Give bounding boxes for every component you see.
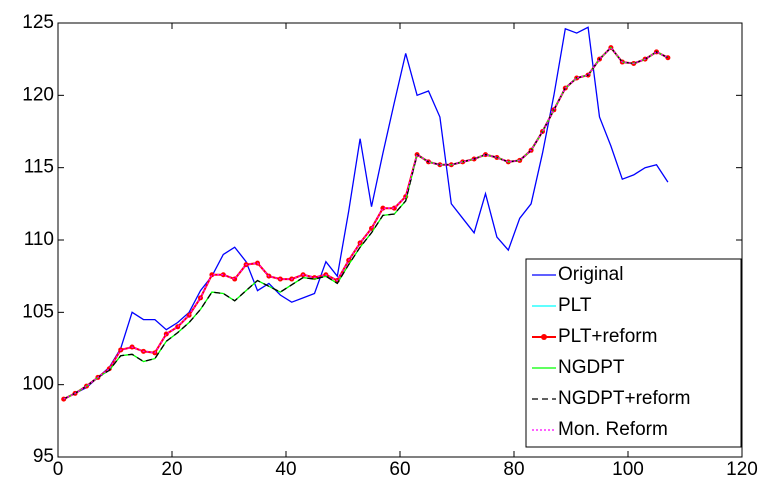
legend-label: NGDPT+reform	[558, 388, 691, 409]
legend: Original PLT PLT+reform NGDPT NGDPT+reform Mo…	[525, 258, 742, 448]
x-tick-label: 20	[161, 459, 182, 479]
x-tick-label: 100	[612, 459, 644, 479]
y-tick-label: 100	[22, 374, 54, 395]
legend-label: Original	[558, 264, 623, 285]
x-tick-label: 80	[503, 459, 524, 479]
y-tick-label: 120	[22, 84, 54, 105]
series-line	[63, 26, 669, 400]
x-tick-label: 60	[389, 459, 410, 479]
legend-marker	[541, 334, 547, 340]
legend-label: NGDPT	[558, 357, 625, 378]
series-line	[63, 46, 669, 400]
series-marker	[61, 396, 67, 402]
legend-box	[525, 258, 742, 448]
x-tick-label: 40	[275, 459, 296, 479]
x-tick-label: 0	[53, 459, 64, 479]
y-tick-label: 115	[24, 157, 54, 178]
y-tick-label: 125	[22, 12, 54, 33]
legend-label: PLT+reform	[558, 326, 657, 347]
legend-label: Mon. Reform	[558, 419, 668, 440]
x-tick-label: 120	[726, 459, 758, 479]
legend-label: PLT	[558, 295, 592, 316]
series-marker	[220, 272, 226, 278]
y-tick-label: 105	[22, 301, 54, 322]
y-tick-label: 110	[24, 229, 54, 250]
series-marker	[665, 55, 671, 61]
y-tick-label: 95	[33, 446, 54, 467]
